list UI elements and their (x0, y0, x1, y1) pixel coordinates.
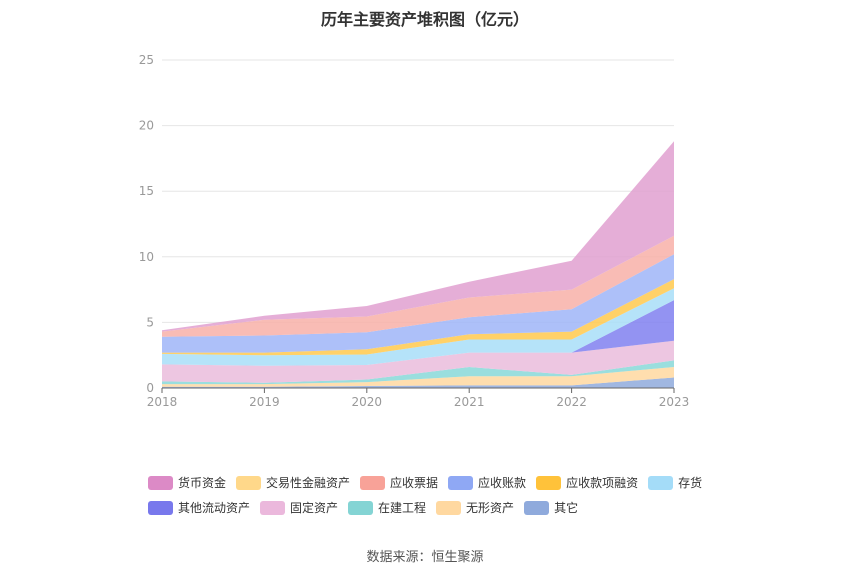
legend-item[interactable]: 应收票据 (360, 474, 438, 491)
y-tick-label: 10 (139, 250, 154, 264)
legend-item[interactable]: 交易性金融资产 (236, 474, 350, 491)
area-series-货币资金 (162, 141, 674, 332)
legend-label: 应收票据 (390, 476, 439, 490)
area-series-应收款项融资 (162, 279, 674, 356)
y-tick-label: 15 (139, 184, 154, 198)
legend-label: 应收款项融资 (566, 476, 639, 490)
legend-row: 其他流动资产 固定资产 在建工程 无形资产 其它 (148, 495, 728, 520)
legend-swatch (524, 500, 550, 515)
legend-item[interactable]: 其他流动资产 (148, 499, 250, 516)
area-series-应收账款 (162, 254, 674, 353)
y-tick-label: 0 (146, 381, 154, 395)
area-series-其它 (162, 377, 674, 388)
legend-item[interactable]: 应收款项融资 (536, 474, 638, 491)
legend-label: 货币资金 (178, 476, 227, 490)
x-tick-label: 2019 (249, 395, 280, 409)
legend-swatch (360, 475, 386, 490)
x-tick-label: 2021 (454, 395, 485, 409)
legend-swatch (536, 475, 562, 490)
legend-swatch (436, 500, 462, 515)
area-series-存货 (162, 288, 674, 366)
legend-swatch (148, 500, 173, 515)
legend-label: 在建工程 (378, 501, 427, 515)
legend-item[interactable]: 应收账款 (448, 474, 526, 491)
legend-swatch (236, 475, 262, 490)
legend-row: 货币资金 交易性金融资产 应收票据 应收账款 应收款项融资 存货 (148, 470, 728, 495)
x-tick-label: 2022 (556, 395, 587, 409)
legend-item[interactable]: 固定资产 (260, 499, 338, 516)
legend-swatch (348, 500, 374, 515)
legend-item[interactable]: 货币资金 (148, 474, 226, 491)
legend-swatch (448, 475, 474, 490)
legend-item[interactable]: 无形资产 (436, 499, 514, 516)
x-tick-label: 2023 (659, 395, 690, 409)
area-series-应收票据 (162, 235, 674, 337)
area-series-无形资产 (162, 367, 674, 387)
legend-label: 应收账款 (478, 476, 527, 490)
legend-label: 固定资产 (290, 501, 339, 515)
area-series-固定资产 (162, 340, 674, 383)
legend-swatch (648, 475, 674, 490)
legend-swatch (148, 475, 173, 490)
legend-label: 其它 (554, 501, 579, 515)
legend-label: 其他流动资产 (178, 501, 251, 515)
legend-label: 存货 (678, 476, 703, 490)
chart-title: 历年主要资产堆积图（亿元） (320, 10, 529, 29)
y-tick-label: 5 (146, 315, 154, 329)
y-tick-label: 25 (139, 53, 154, 67)
legend-label: 交易性金融资产 (266, 476, 351, 490)
axes: 0 5 10 15 20 25 2018 2019 2020 2021 2022 2023 (139, 53, 690, 409)
source-note: 数据来源：恒生聚源 (366, 550, 484, 565)
legend-item[interactable]: 在建工程 (348, 499, 426, 516)
legend-item[interactable]: 存货 (648, 474, 702, 491)
legend-item[interactable]: 其它 (524, 499, 578, 516)
area-series (162, 141, 674, 388)
legend-swatch (260, 500, 286, 515)
y-tick-label: 20 (139, 119, 154, 133)
legend-label: 无形资产 (466, 501, 515, 515)
x-tick-label: 2020 (352, 395, 383, 409)
legend: 货币资金 交易性金融资产 应收票据 应收账款 应收款项融资 存货 其他流动资产 固定资产 在建… (148, 470, 728, 520)
x-tick-label: 2018 (147, 395, 178, 409)
